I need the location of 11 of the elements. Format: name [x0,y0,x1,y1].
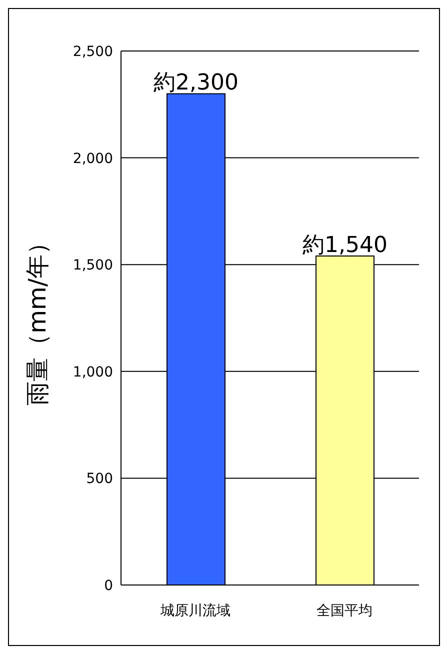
y-tick-label: 1,000 [72,364,113,380]
y-tick-label: 500 [86,471,113,488]
y-axis-title: 雨量（mm/年） [24,230,52,406]
y-tick-label: 2,000 [72,150,113,167]
y-tick-label: 2,500 [72,44,113,60]
x-tick-label: 全国平均 [316,602,372,619]
y-tick-label: 0 [104,578,113,594]
data-label: 約1,540 [302,233,388,258]
x-tick-label: 城原川流域 [160,602,230,619]
data-label: 約2,300 [154,70,238,96]
y-tick-label: 1,500 [72,258,113,274]
